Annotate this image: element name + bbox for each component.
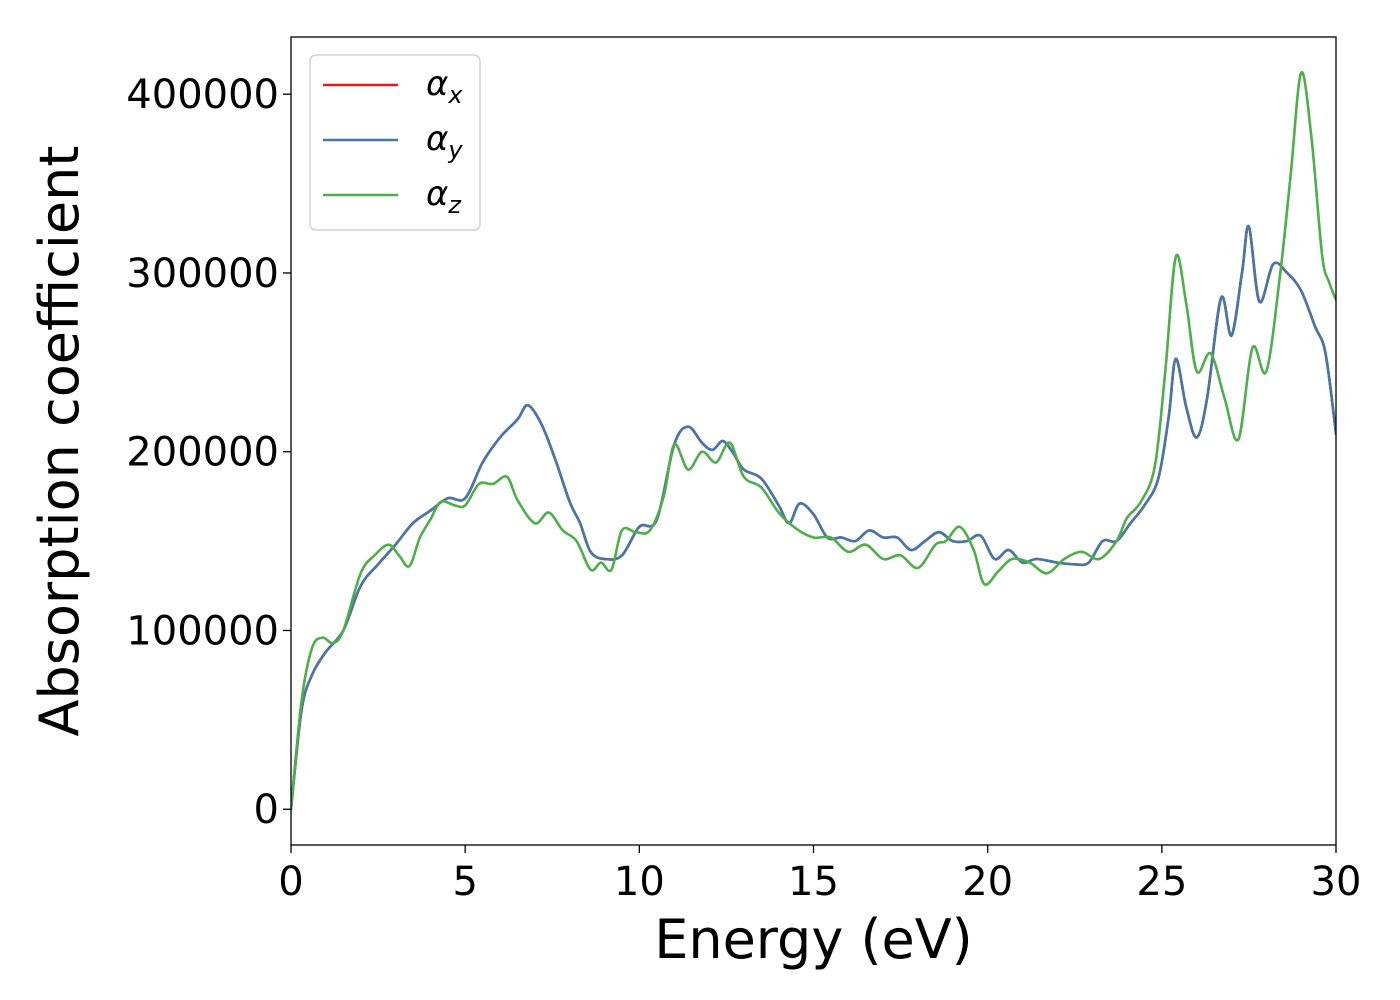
x-tick-label: 20 [962,859,1013,905]
y-tick-label: 400000 [126,72,279,118]
x-axis-ticks: 0 5 10 15 20 25 30 [278,845,1361,905]
series-layer [291,71,1336,811]
y-tick-label: 100000 [126,608,279,654]
x-tick-label: 15 [788,859,839,905]
legend-label-z: αz [426,174,462,219]
legend-label-x: αx [426,64,463,109]
y-axis-label: Absorption coefficient [28,146,91,737]
x-tick-label: 0 [278,859,303,905]
legend-box [309,54,481,231]
x-tick-label: 10 [614,859,665,905]
series-line-z [291,71,1336,811]
y-tick-label: 0 [254,787,279,833]
legend-label-y: αy [426,119,463,164]
x-tick-label: 25 [1136,859,1187,905]
legend: αx αy αz [309,54,481,231]
y-axis-ticks: 0 100000 200000 300000 400000 [126,72,291,833]
x-axis-label: Energy (eV) [654,908,973,971]
x-tick-label: 30 [1311,859,1362,905]
y-tick-label: 200000 [126,430,279,476]
x-tick-label: 5 [452,859,477,905]
y-tick-label: 300000 [126,251,279,297]
series-line-y [291,225,1336,811]
